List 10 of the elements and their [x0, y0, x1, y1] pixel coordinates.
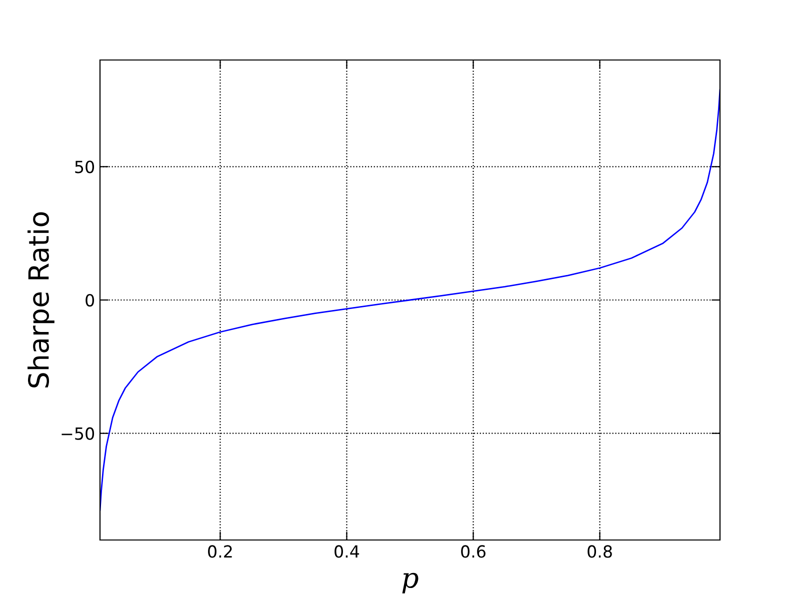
x-tick-label: 0.2: [208, 545, 232, 558]
y-tick-label: 50: [75, 160, 94, 174]
x-tick-label: 0.4: [334, 545, 360, 558]
y-tick-label: −50: [62, 427, 94, 440]
x-tick-label: 0.6: [461, 545, 486, 558]
y-tick-label: 0: [86, 294, 94, 307]
line-series: [100, 89, 720, 511]
x-tick-label: 0.8: [588, 545, 612, 558]
y-axis-title: Sharpe Ratio: [28, 212, 54, 388]
x-axis-title: p: [402, 572, 418, 594]
